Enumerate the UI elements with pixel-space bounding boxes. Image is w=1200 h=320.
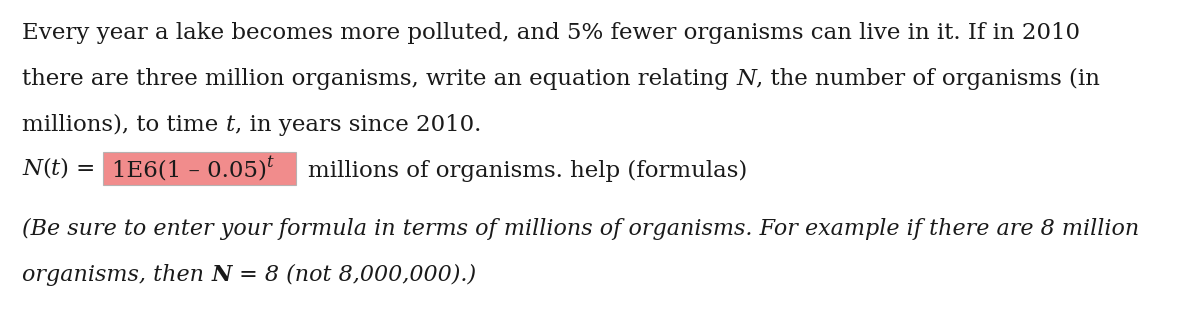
Text: N: N [736, 68, 756, 90]
Text: (Be sure to enter your formula in terms of millions of organisms. For example if: (Be sure to enter your formula in terms … [22, 218, 1139, 240]
Text: t: t [50, 158, 60, 180]
Text: 1E6(1 – 0.05): 1E6(1 – 0.05) [112, 160, 266, 182]
Text: , in years since 2010.: , in years since 2010. [235, 114, 481, 136]
Text: N: N [22, 158, 42, 180]
Text: = 8 (not 8,000,000).): = 8 (not 8,000,000).) [232, 264, 475, 286]
Text: there are three million organisms, write an equation relating: there are three million organisms, write… [22, 68, 736, 90]
Text: organisms, then: organisms, then [22, 264, 211, 286]
Text: ) =: ) = [60, 158, 103, 180]
Text: t: t [226, 114, 235, 136]
Text: millions), to time: millions), to time [22, 114, 226, 136]
FancyBboxPatch shape [103, 152, 296, 185]
Text: N: N [211, 264, 232, 286]
Text: (: ( [42, 158, 50, 180]
Text: Every year a lake becomes more polluted, and 5% fewer organisms can live in it. : Every year a lake becomes more polluted,… [22, 22, 1080, 44]
Text: , the number of organisms (in: , the number of organisms (in [756, 68, 1100, 90]
Text: millions of organisms. help (formulas): millions of organisms. help (formulas) [308, 160, 748, 182]
Text: t: t [266, 154, 274, 171]
